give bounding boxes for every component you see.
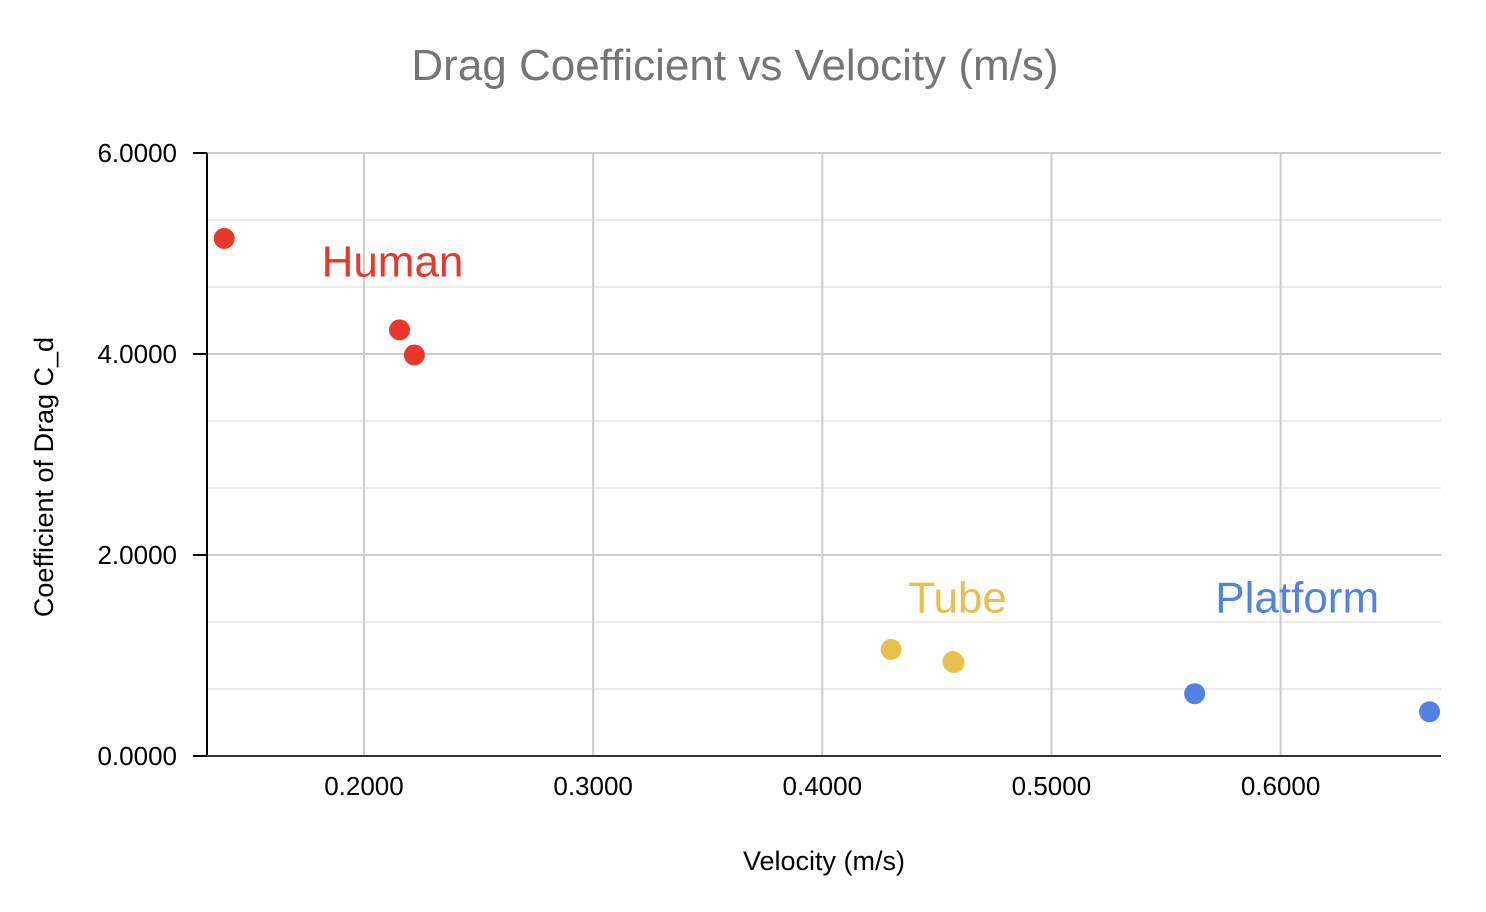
x-axis-label: Velocity (m/s) (743, 846, 905, 876)
y-tick-label: 0.0000 (97, 741, 177, 771)
data-point-human (388, 319, 410, 341)
axes (193, 152, 1441, 757)
data-point-platform (1419, 701, 1441, 723)
x-tick-label: 0.6000 (1241, 771, 1321, 801)
tick-labels: 0.0000 2.0000 4.0000 6.0000 0.2000 0.3000 0.40… (97, 138, 1320, 801)
data-points (213, 227, 1441, 723)
y-tick-label: 4.0000 (97, 339, 177, 369)
x-tick-label: 0.4000 (783, 771, 863, 801)
data-point-tube (943, 652, 965, 674)
y-axis-label: Coefficient of Drag C_d (29, 337, 59, 617)
data-point-human (403, 344, 425, 366)
y-tick-label: 2.0000 (97, 540, 177, 570)
data-point-tube (880, 638, 902, 660)
series-label-human: Human (322, 238, 464, 287)
x-tick-label: 0.2000 (324, 771, 404, 801)
series-label-platform: Platform (1215, 573, 1379, 622)
x-tick-label: 0.3000 (553, 771, 633, 801)
x-tick-label: 0.5000 (1012, 771, 1092, 801)
data-point-platform (1184, 683, 1206, 705)
series-label-tube: Tube (908, 573, 1007, 622)
series-annotations: Human Tube Platform (322, 238, 1380, 623)
gridlines (207, 152, 1441, 756)
data-point-human (213, 227, 235, 249)
chart-title: Drag Coefficient vs Velocity (m/s) (411, 41, 1058, 90)
y-tick-label: 6.0000 (97, 138, 177, 168)
